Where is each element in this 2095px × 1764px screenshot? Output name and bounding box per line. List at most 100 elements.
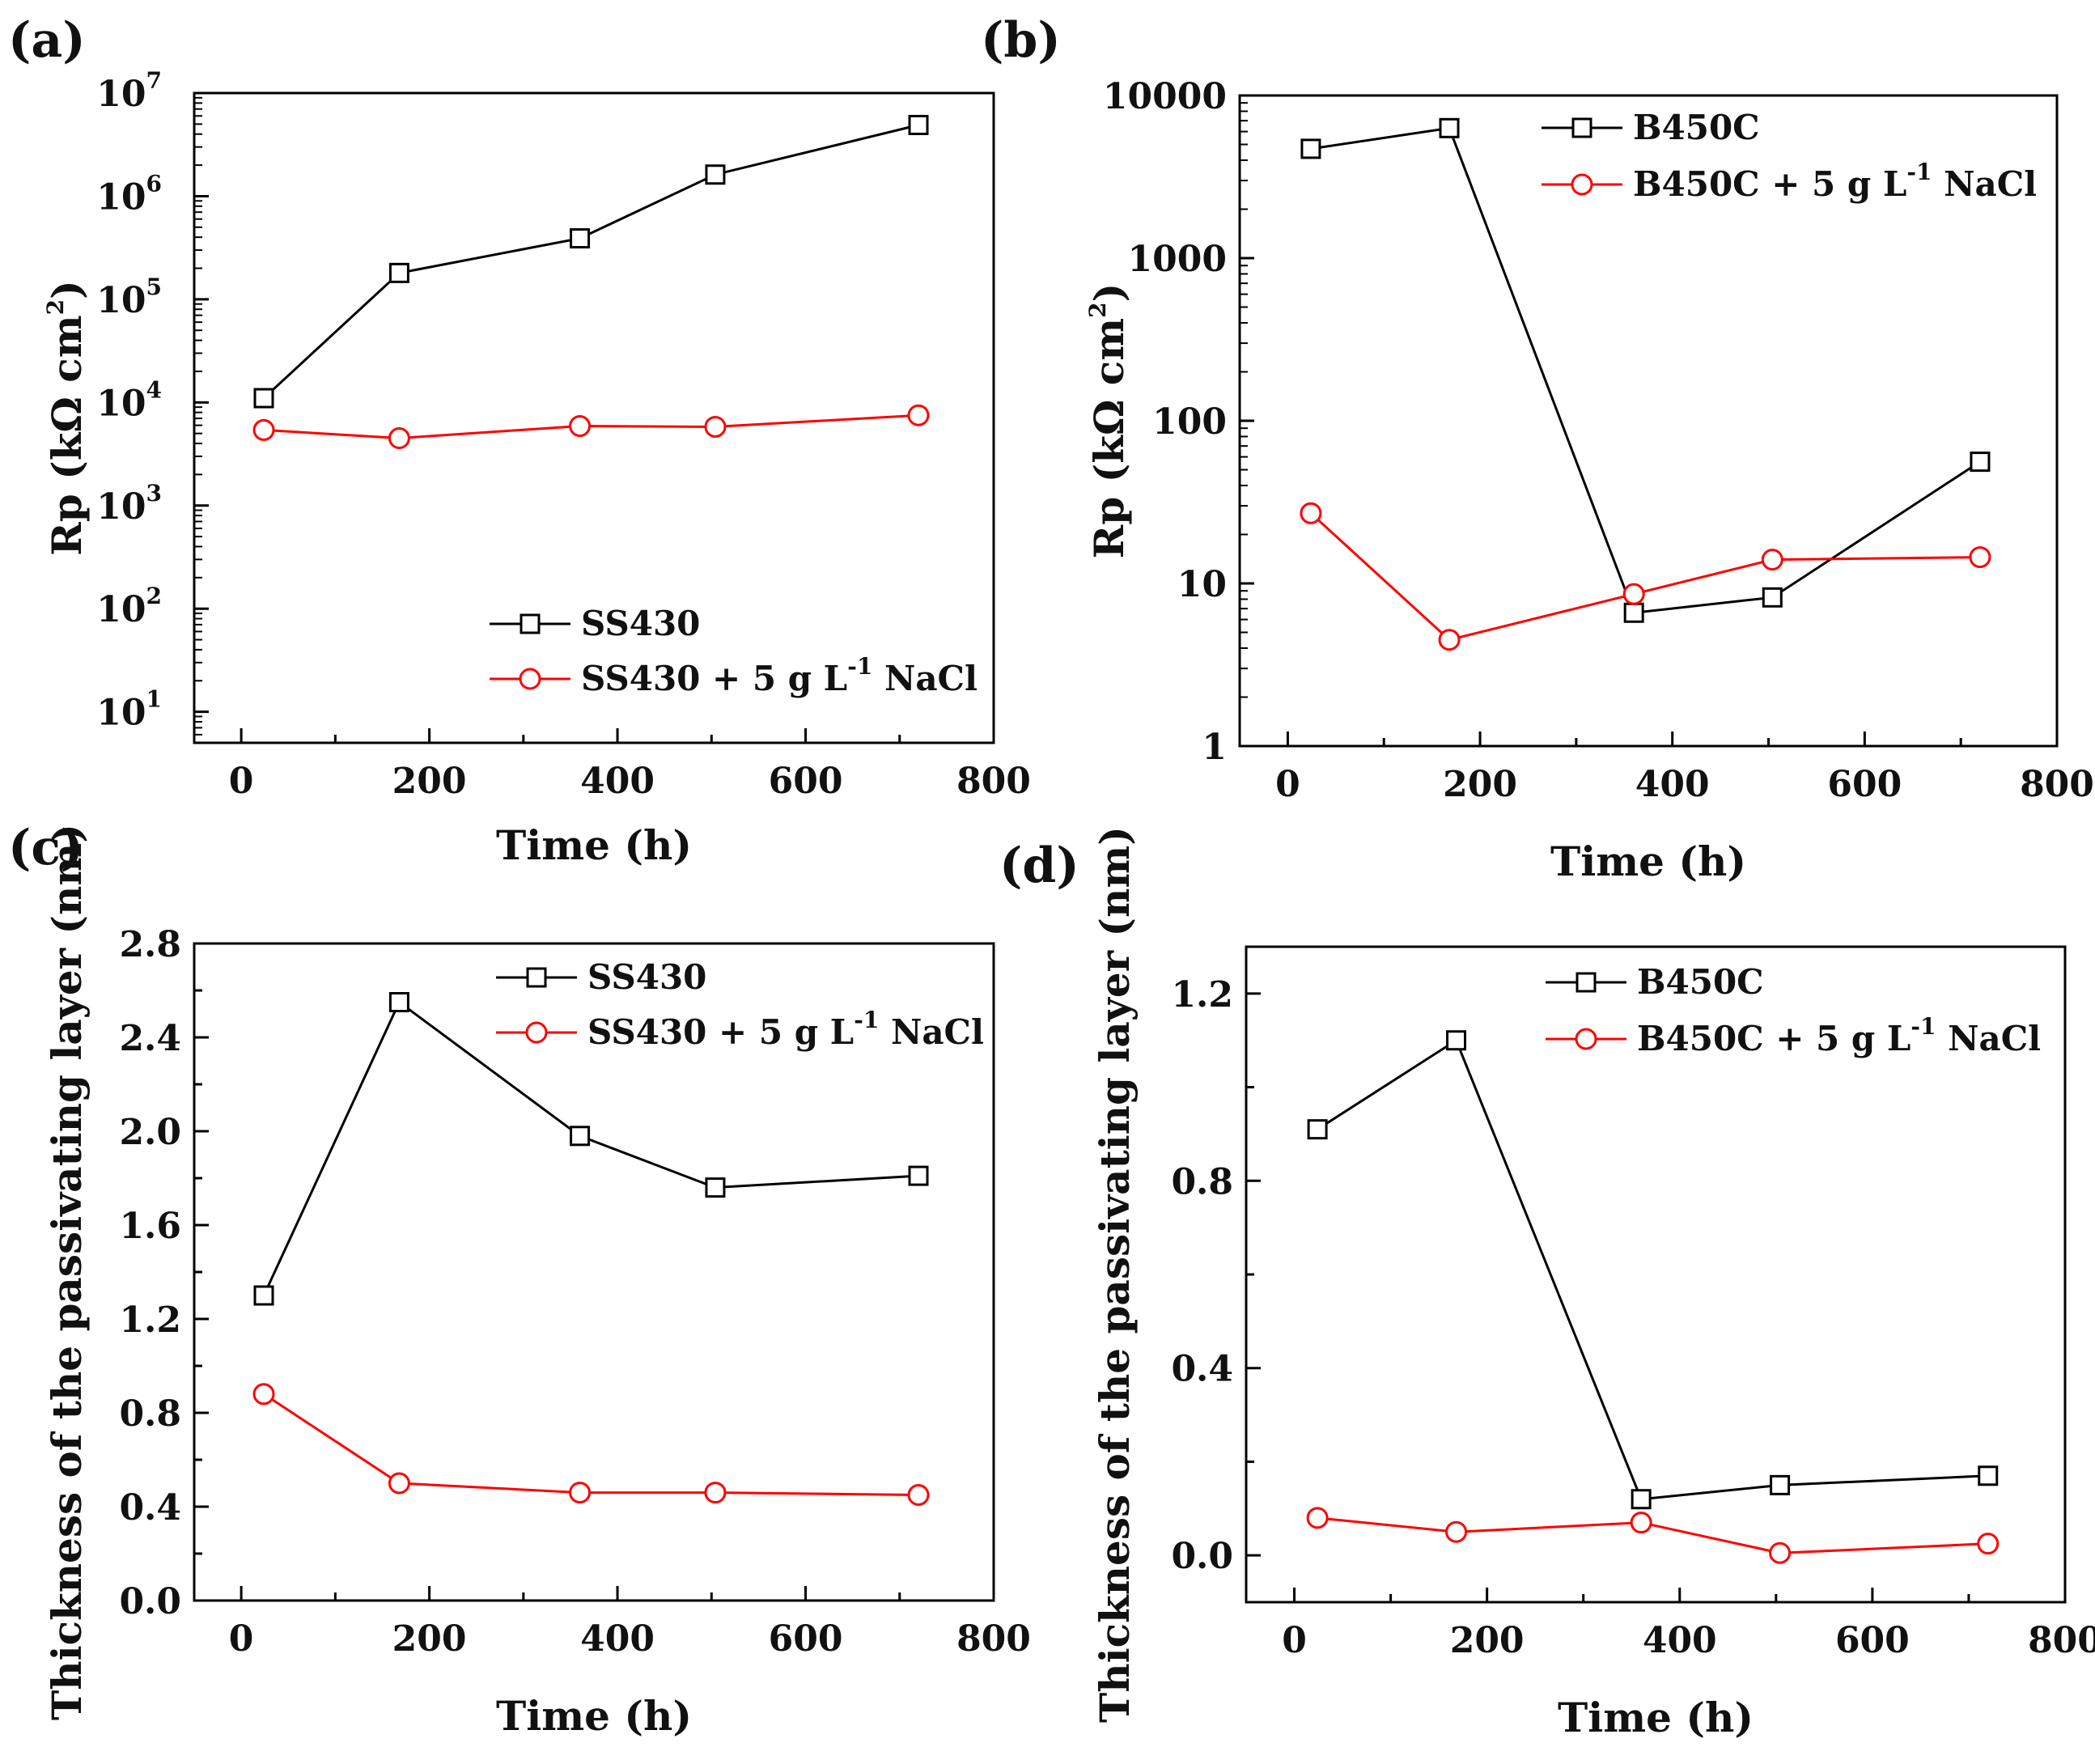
- legend-marker: [1575, 972, 1597, 993]
- series-b450c-5-g-l-1-nacl: [1306, 1507, 2000, 1564]
- legend-label: SS430 + 5 g L-1 NaCl: [587, 1007, 984, 1052]
- y-tick-label: 1000: [1128, 239, 1227, 280]
- legend-entry: B450C: [1546, 962, 1764, 1002]
- y-tick-label: 1.2: [119, 1300, 181, 1341]
- y-axis: 0.0 0.4 0.8 1.2 1.6 2.0 2.4 2.8: [119, 924, 209, 1622]
- data-point: [1969, 546, 1991, 569]
- data-point: [570, 1126, 591, 1147]
- data-point: [252, 1383, 275, 1406]
- legend-marker: [525, 1021, 548, 1044]
- x-tick-label: 200: [1450, 1620, 1525, 1661]
- legend-label: B450C: [1637, 962, 1764, 1002]
- y-axis: 101 102 103 104 105 106 107: [96, 67, 209, 744]
- data-point: [569, 415, 592, 438]
- y-axis-label: Thickness of the passivating layer (nm): [1091, 826, 1139, 1723]
- panel-label: (d): [999, 837, 1079, 894]
- legend-entry: B450C: [1542, 108, 1760, 147]
- y-tick-label: 106: [96, 170, 162, 218]
- x-tick-label: 0: [229, 761, 254, 802]
- legend-marker: [1571, 173, 1593, 196]
- data-point: [1622, 583, 1645, 605]
- panel-label: (c): [8, 820, 83, 876]
- legend-entry: SS430: [490, 604, 700, 643]
- data-point: [569, 1482, 592, 1504]
- y-axis: 0.0 0.4 0.8 1.2: [1171, 974, 1261, 1577]
- data-point: [1970, 452, 1991, 473]
- data-point: [1761, 549, 1783, 571]
- data-point: [705, 1177, 726, 1198]
- legend-marker: [1575, 1028, 1597, 1050]
- legend-label: B450C: [1633, 108, 1760, 147]
- x-axis-label: Time (h): [496, 1692, 692, 1740]
- legend-marker: [520, 613, 541, 634]
- data-point: [704, 1482, 727, 1504]
- data-point: [388, 1472, 410, 1495]
- x-tick-label: 600: [769, 761, 843, 802]
- series-line: [1317, 1516, 1988, 1554]
- series-line: [1309, 512, 1980, 642]
- series-line: [263, 1393, 919, 1496]
- data-point: [1446, 1030, 1467, 1051]
- x-tick-label: 600: [1827, 764, 1902, 805]
- series-line: [262, 124, 919, 400]
- data-point: [1438, 629, 1461, 651]
- data-point: [1439, 117, 1460, 138]
- series-line: [263, 413, 919, 440]
- x-axis-label: Time (h): [496, 821, 692, 869]
- legend-marker: [526, 967, 547, 988]
- data-point: [705, 164, 726, 185]
- data-point: [907, 404, 930, 426]
- data-point: [1762, 587, 1783, 608]
- y-tick-label: 0.8: [119, 1393, 181, 1435]
- y-tick-label: 10: [1177, 564, 1227, 605]
- y-tick-label: 105: [96, 274, 162, 321]
- data-point: [1977, 1533, 2000, 1555]
- y-axis: 1 10 100 1000 10000: [1103, 76, 1254, 768]
- legend-entry: SS430 + 5 g L-1 NaCl: [490, 653, 978, 698]
- legend-label: SS430 + 5 g L-1 NaCl: [581, 653, 978, 698]
- data-point: [908, 1165, 929, 1186]
- data-point: [1769, 1541, 1792, 1564]
- data-point: [1445, 1520, 1468, 1543]
- data-point: [253, 388, 274, 409]
- x-tick-label: 600: [1835, 1620, 1910, 1661]
- y-tick-label: 104: [96, 376, 162, 424]
- x-tick-label: 800: [956, 1618, 1031, 1660]
- y-tick-label: 101: [96, 686, 162, 734]
- data-point: [1306, 1507, 1329, 1529]
- x-axis: 0 200 400 600 800: [1282, 1588, 2095, 1661]
- data-point: [1623, 602, 1644, 623]
- y-tick-label: 102: [96, 583, 162, 630]
- x-tick-label: 200: [392, 1618, 467, 1660]
- x-axis: 0 200 400 600 800: [229, 1586, 1031, 1660]
- x-tick-label: 0: [1282, 1620, 1307, 1661]
- chart-panel-d: (d) 0 200 400 600 800 Time (h) 0.0 0.4 0.8 1.2 Thic…: [999, 826, 2095, 1741]
- x-axis: 0 200 400 600 800: [1275, 731, 2094, 805]
- series-ss430: [253, 992, 929, 1306]
- data-point: [388, 427, 410, 450]
- legend-entry: B450C + 5 g L-1 NaCl: [1546, 1013, 2041, 1058]
- x-axis: 0 200 400 600 800: [229, 728, 1031, 802]
- data-point: [1631, 1489, 1652, 1510]
- panel-label: (a): [8, 12, 86, 69]
- x-tick-label: 600: [769, 1618, 843, 1660]
- legend-entry: SS430: [496, 957, 706, 997]
- y-tick-label: 103: [96, 480, 162, 528]
- series-ss430-5-g-l-1-nacl: [252, 1383, 930, 1506]
- y-axis-label: Rp (kΩ cm2): [42, 280, 91, 556]
- y-tick-label: 0.4: [119, 1487, 181, 1529]
- y-tick-label: 107: [96, 67, 162, 115]
- series-line: [1317, 1038, 1988, 1501]
- x-tick-label: 400: [580, 761, 655, 802]
- data-point: [704, 415, 727, 438]
- legend-label: B450C + 5 g L-1 NaCl: [1637, 1013, 2041, 1058]
- data-point: [570, 228, 591, 249]
- legend-label: SS430: [581, 604, 700, 643]
- legend-marker: [519, 668, 541, 690]
- data-point: [1630, 1512, 1652, 1534]
- y-tick-label: 0.0: [119, 1581, 181, 1622]
- data-point: [1770, 1474, 1791, 1495]
- data-point: [388, 262, 409, 283]
- x-tick-label: 0: [1275, 764, 1300, 805]
